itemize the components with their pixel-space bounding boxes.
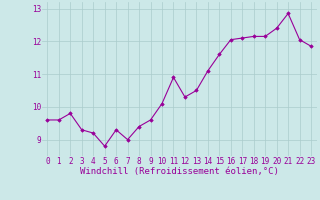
X-axis label: Windchill (Refroidissement éolien,°C): Windchill (Refroidissement éolien,°C): [80, 167, 279, 176]
